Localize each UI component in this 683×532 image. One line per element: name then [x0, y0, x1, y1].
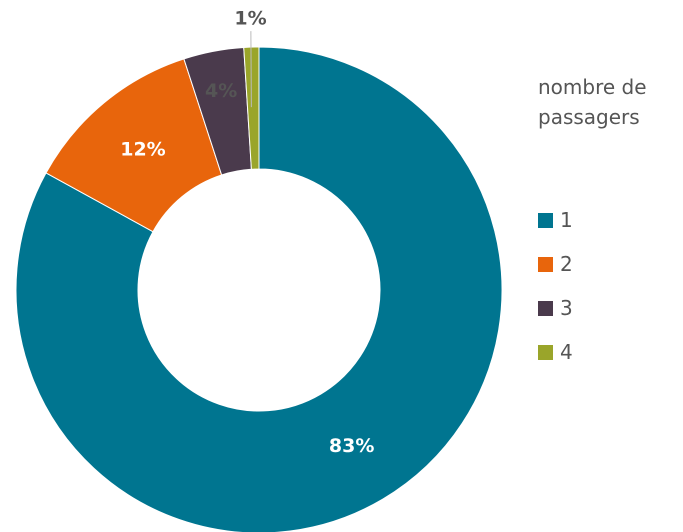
legend-label: 3: [560, 296, 573, 320]
data-label: 1%: [234, 8, 266, 30]
legend-swatch: [538, 256, 553, 272]
legend-label: 1: [560, 208, 573, 232]
data-label: 4%: [205, 80, 237, 102]
donut-slice: [45, 58, 223, 233]
legend-item: 2: [538, 242, 683, 286]
legend-item: 1: [538, 198, 683, 242]
legend-item: 4: [538, 330, 683, 374]
legend: nombre de passagers 1 2 3 4: [538, 72, 683, 374]
legend-swatch: [538, 344, 553, 360]
legend-label: 2: [560, 252, 573, 276]
legend-label: 4: [560, 340, 573, 364]
legend-swatch: [538, 212, 553, 228]
legend-swatch: [538, 300, 553, 316]
legend-item: 3: [538, 286, 683, 330]
data-label: 12%: [120, 138, 165, 160]
data-label: 83%: [329, 435, 374, 457]
donut-slice: [15, 46, 503, 532]
legend-title: nombre de passagers: [538, 75, 647, 129]
donut-slice: [243, 46, 260, 170]
leader-line: [250, 31, 252, 108]
legend-items: 1 2 3 4: [538, 198, 683, 374]
